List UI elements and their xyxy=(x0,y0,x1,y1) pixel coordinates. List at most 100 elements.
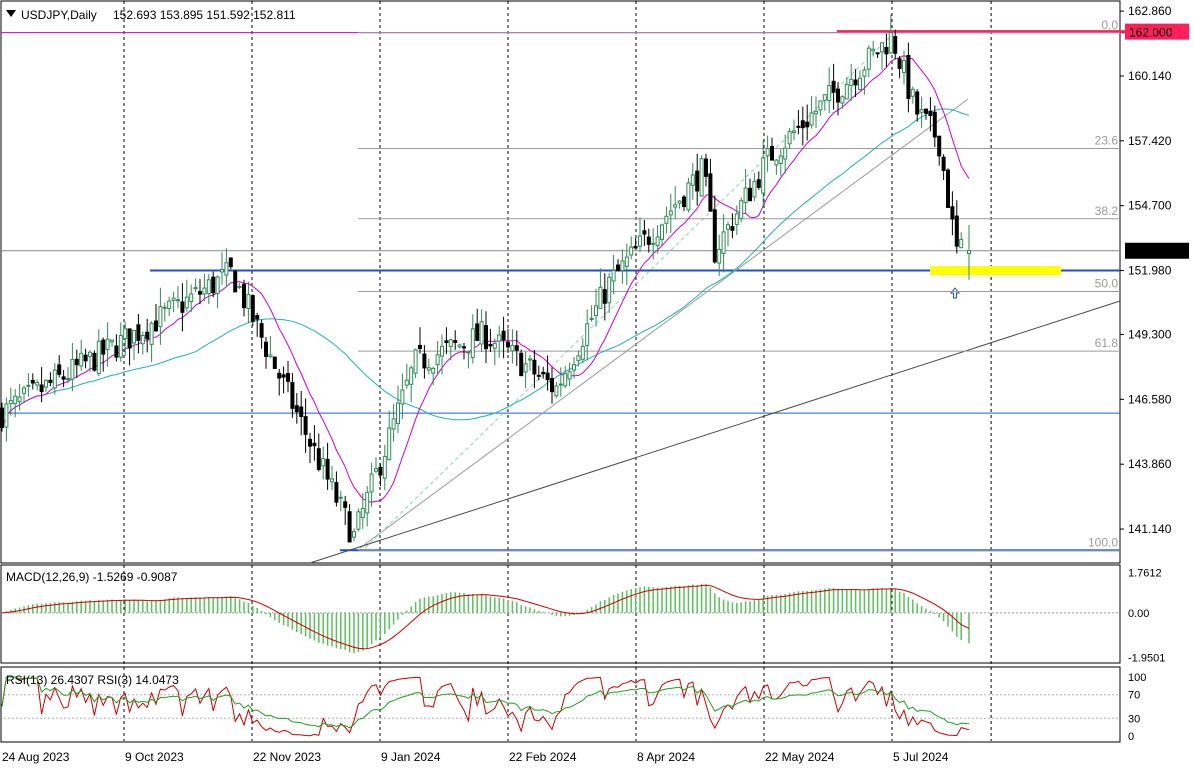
candle-body xyxy=(638,235,642,247)
candle-body xyxy=(836,88,840,103)
candle-body xyxy=(774,159,779,166)
candle-body xyxy=(272,356,277,369)
candle-body xyxy=(827,85,832,102)
candle-body xyxy=(506,341,510,348)
candle-body xyxy=(611,269,616,282)
x-tick-label: 8 Apr 2024 xyxy=(637,750,695,764)
ohlc-values: 152.693 153.895 151.592 152.811 xyxy=(113,8,296,22)
sma50-line xyxy=(1,54,970,503)
sma200-line xyxy=(1,108,970,428)
candle-body xyxy=(277,372,282,379)
candle-body xyxy=(444,340,449,344)
long-trend-line xyxy=(309,300,1121,564)
candle-body xyxy=(123,328,128,340)
rsi-tick-label: 30 xyxy=(1128,713,1140,725)
candle-body xyxy=(26,384,31,387)
candle-body xyxy=(699,158,704,197)
candle-body xyxy=(783,147,788,160)
candle-body xyxy=(536,374,541,377)
candle-body xyxy=(686,182,691,211)
candle-body xyxy=(585,323,590,347)
candle-body xyxy=(488,343,493,347)
resistance-price-tag: 162.000 xyxy=(1129,26,1173,40)
current-price-tag-bg xyxy=(1125,242,1189,259)
candle-body xyxy=(594,305,598,317)
candle-body xyxy=(730,226,735,231)
candle-body xyxy=(739,200,744,220)
candle-body xyxy=(0,407,4,428)
candle-body xyxy=(928,110,933,117)
current-price-tag: 152.811 xyxy=(1129,245,1172,259)
candle-body xyxy=(303,416,308,435)
symbol-dropdown-icon[interactable] xyxy=(6,10,16,17)
candle-body xyxy=(470,328,475,358)
candle-body xyxy=(171,297,176,301)
trend-line xyxy=(359,98,969,549)
fib-level-label: 61.8 xyxy=(1095,336,1119,350)
x-tick-label: 9 Jan 2024 xyxy=(381,750,441,764)
candle-body xyxy=(246,294,251,310)
candle-body xyxy=(66,378,70,381)
candle-body xyxy=(149,322,154,345)
candle-body xyxy=(162,306,167,309)
candle-body xyxy=(805,121,810,128)
candle-body xyxy=(118,334,123,358)
candle-body xyxy=(374,468,378,472)
candle-body xyxy=(462,346,466,349)
fib-level-label: 100.0 xyxy=(1088,535,1118,549)
candle-body xyxy=(4,403,9,428)
candle-body xyxy=(906,54,911,100)
candle-body xyxy=(259,323,264,338)
candle-body xyxy=(242,283,246,309)
candle-body xyxy=(426,367,431,371)
candle-body xyxy=(902,59,906,74)
candle-body xyxy=(431,367,436,374)
candle-body xyxy=(475,323,480,341)
candle-body xyxy=(849,78,854,86)
candle-body xyxy=(127,328,132,349)
candle-body xyxy=(752,180,757,198)
candle-body xyxy=(704,158,708,177)
candle-body xyxy=(484,325,488,350)
rsi-line-green xyxy=(1,676,970,729)
candle-body xyxy=(708,173,713,212)
candle-body xyxy=(946,169,950,208)
candle-body xyxy=(770,146,774,161)
candle-body xyxy=(514,345,519,351)
fib-diagonal xyxy=(364,33,894,549)
candle-body xyxy=(598,286,603,309)
candle-body xyxy=(510,344,515,352)
candles xyxy=(0,14,971,543)
candle-body xyxy=(457,344,462,348)
candle-body xyxy=(352,531,356,538)
candle-body xyxy=(858,77,862,90)
candle-body xyxy=(369,473,374,493)
candle-body xyxy=(167,300,172,309)
y-tick-label: 157.420 xyxy=(1128,134,1172,148)
candle-body xyxy=(435,354,440,366)
candle-body xyxy=(396,402,400,425)
candle-body xyxy=(967,250,971,255)
candle-body xyxy=(290,381,295,409)
candle-body xyxy=(501,330,506,341)
fib-level-label: 50.0 xyxy=(1095,277,1119,291)
candle-body xyxy=(589,317,594,320)
candle-body xyxy=(140,334,145,345)
candle-body xyxy=(616,264,620,272)
candle-body xyxy=(580,345,585,360)
candle-body xyxy=(466,351,471,354)
macd-panel-frame xyxy=(0,564,1121,664)
candle-body xyxy=(404,379,409,386)
candle-body xyxy=(184,296,189,309)
candle-body xyxy=(818,100,823,111)
candle-body xyxy=(655,236,660,247)
candle-body xyxy=(814,110,818,115)
candle-body xyxy=(202,287,207,295)
candle-body xyxy=(734,213,739,225)
candle-body xyxy=(74,358,79,366)
x-tick-label: 5 Jul 2024 xyxy=(893,750,949,764)
candle-body xyxy=(158,306,163,328)
candle-body xyxy=(822,94,827,101)
candle-body xyxy=(888,32,893,54)
candle-body xyxy=(220,268,224,273)
